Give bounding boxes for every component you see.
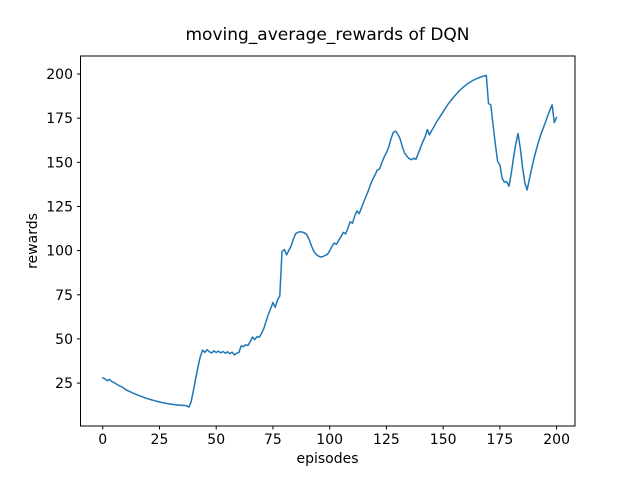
y-tick-label: 75 [55,288,73,304]
x-tick-label: 0 [98,432,107,448]
chart-title: moving_average_rewards of DQN [185,25,470,45]
x-tick-label: 75 [264,432,282,448]
x-tick-label: 125 [373,432,400,448]
reward-line [101,74,558,408]
y-tick-label: 150 [46,155,73,171]
y-tick-label: 125 [46,199,73,215]
y-tick-label: 50 [55,332,73,348]
y-tick-label: 100 [46,244,73,260]
axes-box [80,55,576,427]
y-axis-label: rewards [25,213,41,269]
x-tick-label: 25 [151,432,169,448]
x-tick-label: 175 [487,432,514,448]
y-tick-label: 25 [55,376,73,392]
x-tick-label: 150 [430,432,457,448]
x-tick-label: 50 [207,432,225,448]
y-tick-label: 200 [46,67,73,83]
x-tick-label: 100 [316,432,343,448]
y-tick-label: 175 [46,111,73,127]
x-axis-label: episodes [296,451,359,467]
x-tick-label: 200 [543,432,570,448]
